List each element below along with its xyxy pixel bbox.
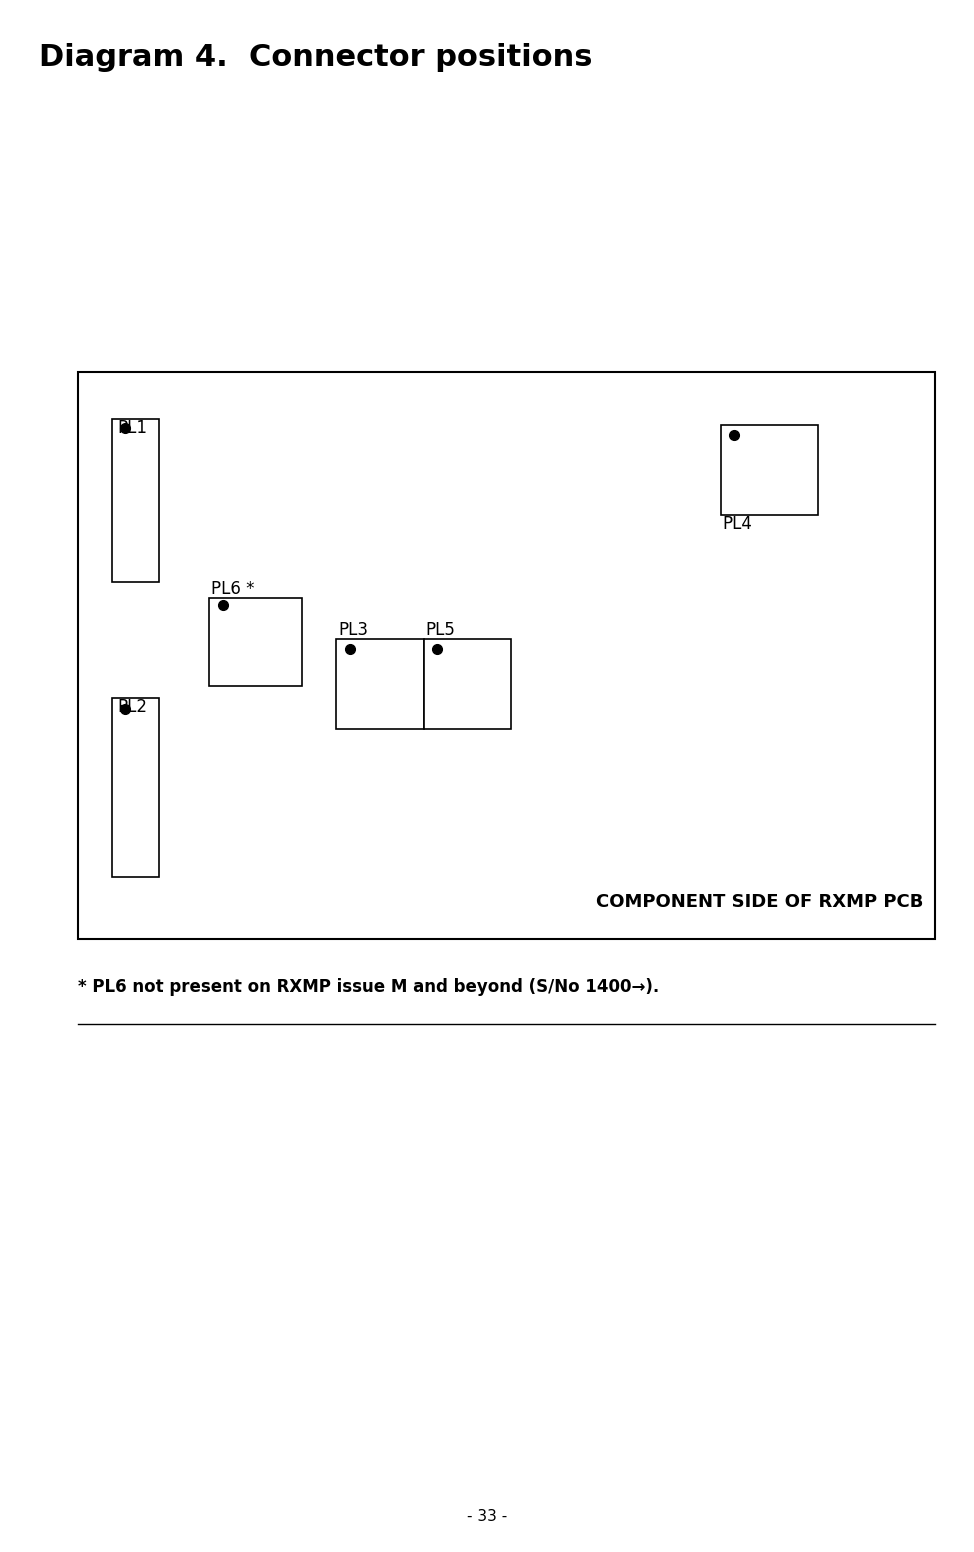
Text: PL2: PL2 bbox=[118, 698, 148, 717]
Text: - 33 -: - 33 - bbox=[467, 1509, 507, 1524]
Text: * PL6 not present on RXMP issue M and beyond (S/No 1400→).: * PL6 not present on RXMP issue M and be… bbox=[78, 978, 659, 996]
Bar bbox=[112, 698, 159, 877]
Bar bbox=[424, 639, 511, 729]
Text: PL1: PL1 bbox=[118, 419, 148, 438]
Text: COMPONENT SIDE OF RXMP PCB: COMPONENT SIDE OF RXMP PCB bbox=[596, 892, 923, 911]
Bar bbox=[721, 425, 818, 515]
Bar bbox=[209, 598, 302, 686]
Bar bbox=[78, 372, 935, 939]
Text: PL6 *: PL6 * bbox=[211, 579, 255, 598]
Bar bbox=[336, 639, 424, 729]
Text: Diagram 4.  Connector positions: Diagram 4. Connector positions bbox=[39, 43, 592, 73]
Text: PL3: PL3 bbox=[338, 621, 368, 639]
Text: PL5: PL5 bbox=[426, 621, 456, 639]
Bar bbox=[112, 419, 159, 582]
Text: PL4: PL4 bbox=[723, 515, 753, 534]
